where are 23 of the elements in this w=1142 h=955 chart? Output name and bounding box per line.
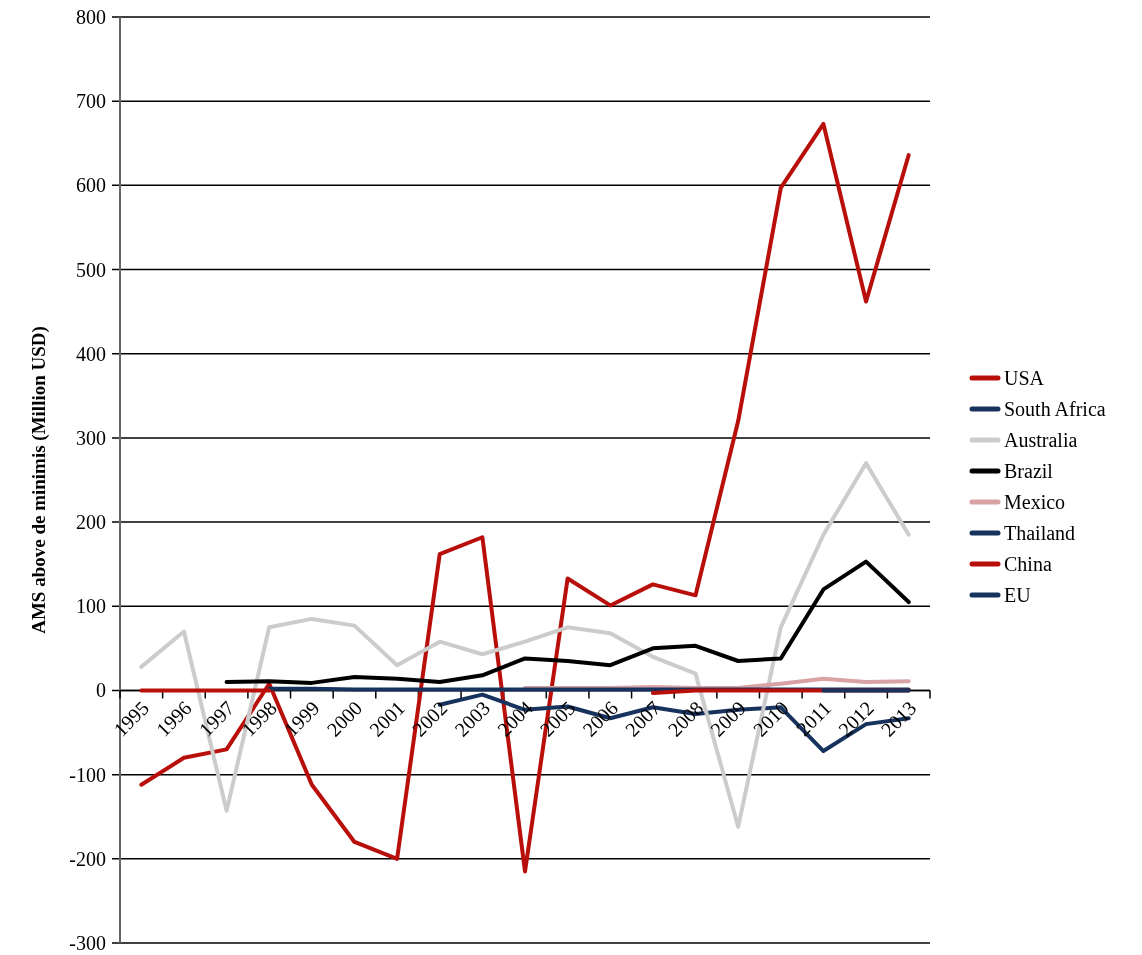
legend-label: Australia [1004,429,1078,451]
y-tick-label: 200 [76,511,106,534]
legend-label: China [1004,553,1052,575]
y-tick-label: 400 [76,342,106,365]
legend-label: EU [1004,584,1032,606]
y-tick-label: 800 [76,6,106,28]
x-tick-label: 2011 [791,696,836,740]
y-tick-label: -300 [69,932,106,954]
y-tick-label: -200 [69,847,106,870]
legend-label: Thailand [1004,522,1076,544]
y-tick-label: 700 [76,90,106,113]
y-tick-label: 600 [76,174,106,197]
legend-label: Brazil [1004,460,1054,482]
y-tick-label: 300 [76,426,106,449]
y-tick-label: -100 [69,763,106,786]
y-tick-label: 500 [76,258,106,281]
legend-label: South Africa [1004,398,1106,420]
x-tick-label: 2001 [365,696,409,741]
legend-label: Mexico [1004,491,1066,513]
y-axis-title: AMS above de minimis (Million USD) [28,326,50,634]
legend-label: USA [1004,367,1045,389]
y-tick-label: 0 [96,679,106,702]
y-tick-label: 100 [76,595,106,618]
